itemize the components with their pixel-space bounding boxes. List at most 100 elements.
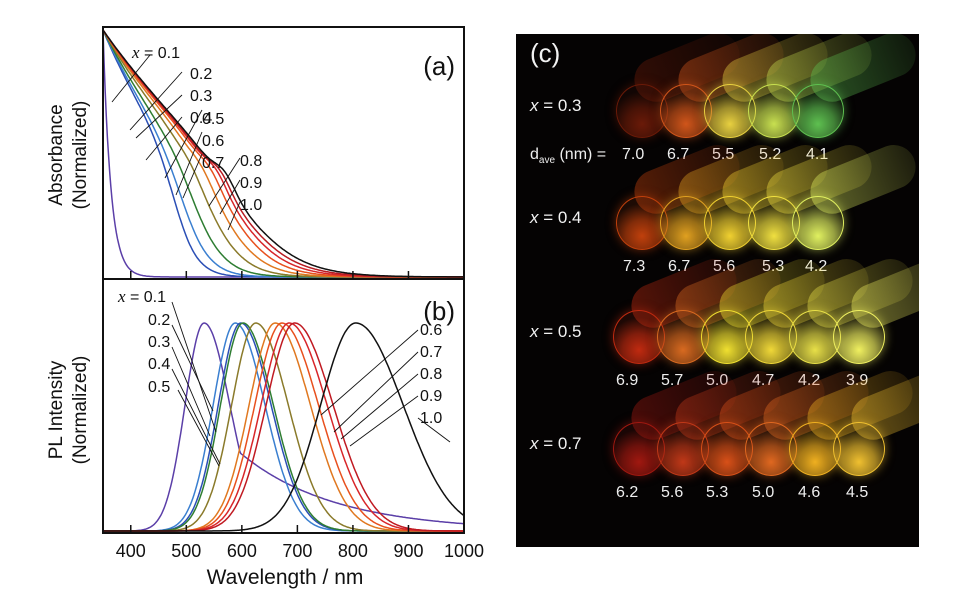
vial-5.3 — [701, 422, 753, 476]
leader-a-0.6 — [175, 131, 203, 196]
absorbance-line-x-0.9 — [102, 29, 464, 278]
legend-b-1.0: 1.0 — [417, 410, 451, 443]
vial-6.7 — [660, 84, 712, 138]
absorbance-ylabel: Absorbance — [46, 104, 67, 205]
tick-label-900: 900 — [393, 541, 423, 561]
x-ticks: 400 500 600 700 800 900 1000 — [116, 271, 484, 561]
vial-row-x-label: x = 0.7 — [530, 434, 582, 453]
pl-line-x-0.8 — [103, 322, 464, 532]
particle-size-5.5: 5.5 — [712, 146, 734, 164]
legend-b-text-0.2: 0.2 — [148, 312, 170, 329]
leader-a-0.4 — [145, 116, 183, 161]
vial-row-x-label: x = 0.3 — [530, 96, 582, 115]
tick-label-1000: 1000 — [444, 541, 484, 561]
legend-b-0.1: x = 0.1 — [117, 287, 217, 433]
legend-a-0.5: 0.5 — [202, 111, 224, 128]
legend-b-text-0.4: 0.4 — [148, 356, 170, 373]
leader-a-0.2 — [129, 71, 183, 131]
legend-a-0.1: x = 0.1 — [131, 43, 180, 62]
absorbance-line-x-0.1 — [102, 29, 464, 278]
vial-row-x-label: x = 0.5 — [530, 322, 582, 341]
particle-size-5.6: 5.6 — [661, 484, 684, 501]
particle-size-5.7: 5.7 — [661, 372, 684, 389]
vial-4.7 — [745, 310, 797, 364]
leader-a-0.5 — [164, 109, 203, 179]
pl-line-x-0.7 — [103, 322, 464, 532]
leader-b-0.7 — [333, 351, 419, 433]
particle-size-5.0: 5.0 — [706, 372, 728, 390]
absorbance-line-x-0.4 — [102, 29, 464, 278]
particle-size-7.3: 7.3 — [623, 258, 646, 275]
pl-line-x-1.0 — [103, 322, 465, 532]
quantum-dot-vials-photo: (c) x = 0.3 dave (nm) = 7.0 6.7 5.5 5.2 4.1 x … — [516, 34, 919, 547]
vial-5.2 — [748, 84, 800, 138]
particle-size-3.9: 3.9 — [846, 372, 868, 390]
legend-a-0.9: 0.9 — [240, 175, 262, 192]
particle-size-4.7: 4.7 — [752, 372, 774, 390]
leader-a-0.8 — [208, 157, 241, 207]
legend-b-0.8: 0.8 — [340, 366, 442, 440]
absorbance-ylabel-unit: (Normalized) — [70, 101, 91, 210]
pl-line-x-0.1 — [103, 322, 465, 532]
particle-size-4.2: 4.2 — [805, 258, 827, 276]
legend-b-text-0.8: 0.8 — [420, 366, 442, 383]
absorbance-line-x-0.3 — [102, 29, 464, 278]
legend-b-0.4: 0.4 — [148, 356, 221, 465]
vial-5.6 — [704, 196, 756, 250]
pl-line-x-0.4 — [103, 322, 464, 532]
pl-line-x-0.2 — [103, 322, 464, 532]
leader-b-0.9 — [349, 395, 419, 447]
tick-label-600: 600 — [227, 541, 257, 561]
pl-ylabel: PL Intensity — [46, 360, 67, 459]
legend-b-text-0.6: 0.6 — [420, 322, 442, 339]
vial-row-x-label: x = 0.4 — [530, 208, 582, 227]
tick-label-400: 400 — [116, 541, 146, 561]
legend-a-0.3: 0.3 — [190, 88, 212, 105]
vial-5.0 — [701, 310, 753, 364]
particle-size-5.6: 5.6 — [713, 258, 735, 276]
particle-size-5.3: 5.3 — [762, 258, 784, 276]
vial-5.3 — [748, 196, 800, 250]
leader-a-0.7 — [182, 153, 203, 199]
vial-4.2 — [792, 196, 844, 250]
leader-a-1.0 — [227, 201, 241, 231]
panel-a-label: (a) — [423, 51, 455, 81]
legend-b-0.2: 0.2 — [148, 312, 214, 412]
pl-line-x-0.5 — [103, 322, 464, 532]
vial-6.9 — [613, 310, 665, 364]
particle-size-6.2: 6.2 — [616, 484, 639, 501]
vial-7.0 — [616, 84, 668, 138]
leader-b-0.8 — [340, 373, 419, 440]
absorbance-line-x-1.0 — [102, 29, 464, 278]
vial-4.1 — [792, 84, 844, 138]
legend-a-0.6: 0.6 — [202, 133, 224, 150]
pl-line-x-0.9 — [103, 322, 464, 532]
legend-b-text-0.7: 0.7 — [420, 344, 442, 361]
legend-b-text-0.1: x = 0.1 — [117, 287, 166, 306]
vial-6.2 — [613, 422, 665, 476]
particle-size-4.5: 4.5 — [846, 484, 869, 501]
vial-5.0 — [745, 422, 797, 476]
absorbance-plot — [102, 29, 464, 278]
panel-b-label: (b) — [423, 296, 455, 326]
leader-b-0.1 — [171, 301, 217, 433]
legend-b-0.9: 0.9 — [349, 388, 442, 447]
particle-size-6.9: 6.9 — [616, 372, 639, 389]
legend-b-text-0.5: 0.5 — [148, 379, 170, 396]
legend-a-0.2: 0.2 — [190, 66, 212, 83]
particle-size-4.6: 4.6 — [798, 484, 821, 501]
absorbance-legend: x = 0.1 0.2 0.3 0.40.5 0.6 0.7 0.8 0.9 1.0 — [111, 43, 262, 231]
leader-a-0.3 — [135, 94, 183, 139]
vial-3.9 — [833, 310, 885, 364]
leader-b-1.0 — [417, 417, 451, 443]
particle-size-4.1: 4.1 — [806, 146, 828, 164]
particle-size-6.7: 6.7 — [668, 258, 691, 275]
particle-size-5.3: 5.3 — [706, 484, 729, 501]
vial-4.5 — [833, 422, 885, 476]
pl-plot — [103, 322, 465, 532]
legend-b-0.7: 0.7 — [333, 344, 442, 433]
legend-a-1.0: 1.0 — [240, 197, 262, 214]
legend-b-0.6: 0.6 — [320, 322, 442, 416]
legend-a-0.7: 0.7 — [202, 155, 224, 172]
